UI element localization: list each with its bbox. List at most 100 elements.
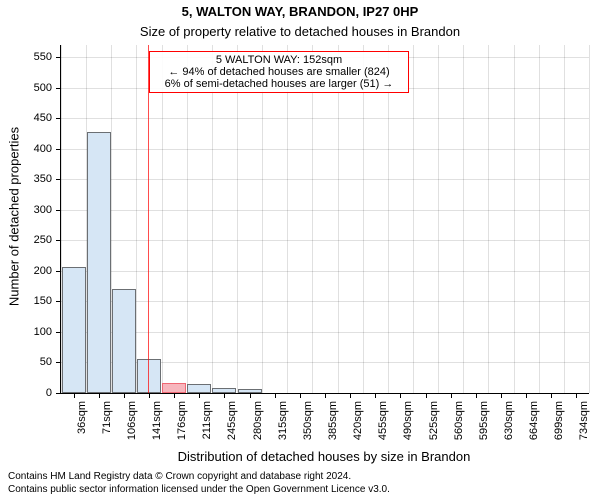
ytick-label: 550 — [22, 51, 52, 63]
gridline-v — [363, 45, 364, 393]
footer-line-1: Contains HM Land Registry data © Crown c… — [8, 471, 390, 484]
gridline-h — [61, 149, 589, 150]
xtick-mark — [124, 393, 125, 398]
gridline-v — [136, 45, 137, 393]
gridline-h — [61, 271, 589, 272]
xtick-mark — [350, 393, 351, 398]
xtick-label: 71sqm — [101, 401, 113, 461]
histogram-bar — [137, 359, 161, 393]
xtick-label: 245sqm — [226, 401, 238, 461]
xtick-label: 560sqm — [453, 401, 465, 461]
ytick-label: 0 — [22, 387, 52, 399]
xtick-label: 630sqm — [503, 401, 515, 461]
ytick-label: 350 — [22, 173, 52, 185]
gridline-v — [388, 45, 389, 393]
xtick-mark — [375, 393, 376, 398]
annotation-line: 5 WALTON WAY: 152sqm — [158, 54, 400, 66]
chart-container: 5, WALTON WAY, BRANDON, IP27 0HP Size of… — [0, 0, 600, 500]
xtick-mark — [501, 393, 502, 398]
gridline-v — [212, 45, 213, 393]
gridline-v — [463, 45, 464, 393]
gridline-v — [262, 45, 263, 393]
gridline-h — [61, 301, 589, 302]
plot-area: 5 WALTON WAY: 152sqm← 94% of detached ho… — [60, 45, 589, 394]
gridline-v — [514, 45, 515, 393]
gridline-v — [539, 45, 540, 393]
gridline-h — [61, 332, 589, 333]
ytick-label: 400 — [22, 143, 52, 155]
chart-subtitle: Size of property relative to detached ho… — [0, 24, 600, 39]
xtick-label: 734sqm — [578, 401, 590, 461]
xtick-mark — [526, 393, 527, 398]
gridline-v — [338, 45, 339, 393]
xtick-label: 350sqm — [302, 401, 314, 461]
xtick-label: 385sqm — [327, 401, 339, 461]
gridline-v — [287, 45, 288, 393]
xtick-mark — [551, 393, 552, 398]
xtick-mark — [451, 393, 452, 398]
gridline-v — [187, 45, 188, 393]
gridline-v — [488, 45, 489, 393]
ytick-label: 450 — [22, 112, 52, 124]
xtick-label: 211sqm — [201, 401, 213, 461]
histogram-bar — [62, 267, 86, 393]
gridline-v — [237, 45, 238, 393]
annotation-box: 5 WALTON WAY: 152sqm← 94% of detached ho… — [149, 51, 409, 93]
ytick-mark — [56, 393, 61, 394]
xtick-mark — [149, 393, 150, 398]
ytick-label: 100 — [22, 326, 52, 338]
xtick-mark — [476, 393, 477, 398]
xtick-label: 455sqm — [377, 401, 389, 461]
xtick-label: 280sqm — [252, 401, 264, 461]
xtick-label: 490sqm — [402, 401, 414, 461]
xtick-label: 595sqm — [478, 401, 490, 461]
xtick-mark — [250, 393, 251, 398]
gridline-h — [61, 210, 589, 211]
gridline-v — [438, 45, 439, 393]
xtick-mark — [576, 393, 577, 398]
gridline-h — [61, 118, 589, 119]
xtick-label: 315sqm — [277, 401, 289, 461]
gridline-v — [589, 45, 590, 393]
reference-line — [148, 45, 149, 393]
footer-attribution: Contains HM Land Registry data © Crown c… — [8, 471, 390, 496]
histogram-bar — [162, 383, 186, 393]
histogram-bar — [87, 132, 111, 393]
xtick-mark — [74, 393, 75, 398]
xtick-mark — [275, 393, 276, 398]
xtick-label: 106sqm — [126, 401, 138, 461]
ytick-label: 50 — [22, 356, 52, 368]
xtick-mark — [174, 393, 175, 398]
xtick-mark — [99, 393, 100, 398]
gridline-v — [564, 45, 565, 393]
xtick-label: 176sqm — [176, 401, 188, 461]
ytick-label: 200 — [22, 265, 52, 277]
ytick-label: 500 — [22, 82, 52, 94]
y-axis-label: Number of detached properties — [7, 117, 22, 317]
xtick-mark — [325, 393, 326, 398]
gridline-v — [162, 45, 163, 393]
gridline-h — [61, 179, 589, 180]
xtick-label: 699sqm — [553, 401, 565, 461]
xtick-mark — [199, 393, 200, 398]
xtick-mark — [300, 393, 301, 398]
xtick-mark — [426, 393, 427, 398]
ytick-label: 250 — [22, 234, 52, 246]
histogram-bar — [187, 384, 211, 393]
xtick-label: 36sqm — [76, 401, 88, 461]
annotation-line: ← 94% of detached houses are smaller (82… — [158, 66, 400, 78]
gridline-h — [61, 240, 589, 241]
gridline-v — [413, 45, 414, 393]
histogram-bar — [112, 289, 136, 393]
xtick-label: 525sqm — [428, 401, 440, 461]
xtick-label: 664sqm — [528, 401, 540, 461]
footer-line-2: Contains public sector information licen… — [8, 484, 390, 497]
chart-title: 5, WALTON WAY, BRANDON, IP27 0HP — [0, 4, 600, 19]
ytick-label: 150 — [22, 295, 52, 307]
xtick-mark — [224, 393, 225, 398]
xtick-label: 420sqm — [352, 401, 364, 461]
xtick-label: 141sqm — [151, 401, 163, 461]
gridline-v — [312, 45, 313, 393]
xtick-mark — [400, 393, 401, 398]
ytick-label: 300 — [22, 204, 52, 216]
